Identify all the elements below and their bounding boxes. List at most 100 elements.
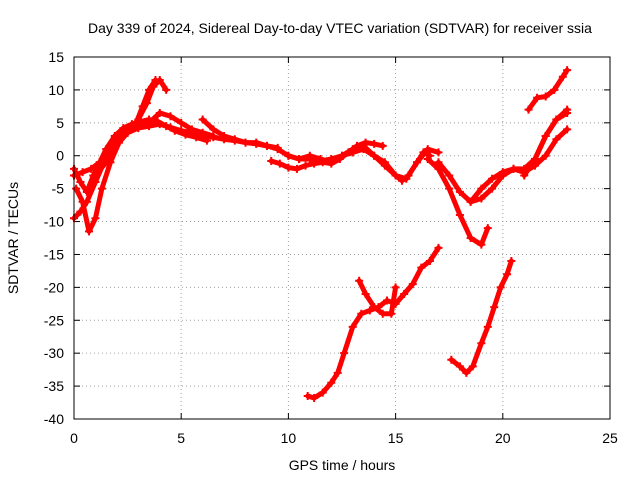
- data-point: [391, 299, 400, 308]
- data-point: [273, 145, 282, 154]
- data-point: [391, 283, 400, 292]
- data-point: [198, 128, 207, 137]
- data-point: [361, 289, 370, 298]
- data-point: [102, 145, 111, 154]
- data-point: [477, 194, 486, 203]
- data-point: [550, 85, 559, 94]
- data-point: [378, 309, 387, 318]
- data-point: [541, 92, 550, 101]
- data-point: [78, 197, 87, 206]
- data-point: [365, 306, 374, 315]
- data-point: [102, 158, 111, 167]
- data-point: [170, 126, 179, 135]
- data-point: [348, 322, 357, 331]
- data-point: [85, 227, 94, 236]
- data-point: [355, 276, 364, 285]
- data-point: [455, 187, 464, 196]
- data-point: [348, 148, 357, 157]
- data-point: [477, 339, 486, 348]
- data-point: [552, 115, 561, 124]
- data-point: [338, 151, 346, 160]
- series-line: [305, 245, 441, 401]
- series-2: [70, 76, 171, 223]
- y-tick-label: -5: [52, 181, 65, 197]
- data-point: [78, 168, 87, 177]
- data-point: [198, 115, 207, 124]
- data-point: [563, 125, 572, 134]
- data-point: [357, 309, 366, 318]
- data-point: [138, 102, 147, 111]
- data-point: [91, 214, 100, 223]
- data-point: [507, 257, 516, 266]
- data-point: [310, 393, 319, 402]
- data-point: [181, 130, 190, 139]
- data-point: [477, 240, 486, 249]
- data-point: [466, 234, 475, 242]
- data-point: [447, 355, 456, 364]
- data-point: [496, 283, 505, 292]
- data-point: [466, 197, 475, 206]
- data-point: [434, 158, 443, 167]
- series-line: [350, 146, 433, 184]
- series-9: [348, 145, 434, 185]
- data-point: [82, 187, 91, 196]
- chart-title: Day 339 of 2024, Sidereal Day-to-day VTE…: [88, 20, 592, 36]
- data-point: [162, 85, 171, 94]
- data-point: [267, 156, 276, 165]
- data-point: [252, 138, 261, 147]
- data-point: [398, 176, 407, 185]
- data-point: [177, 118, 186, 127]
- data-point: [387, 309, 396, 318]
- data-point: [423, 145, 432, 154]
- data-point: [292, 164, 301, 173]
- data-point: [417, 263, 426, 272]
- series-line: [73, 77, 158, 234]
- series-18: [447, 257, 516, 377]
- data-point: [477, 184, 486, 193]
- data-point: [419, 148, 428, 157]
- data-point: [509, 164, 518, 173]
- data-point: [166, 112, 175, 121]
- data-point: [380, 161, 389, 170]
- data-point: [374, 303, 383, 312]
- y-tick-label: -40: [44, 411, 64, 427]
- data-point: [295, 155, 304, 164]
- y-axis-label: SDTVAR / TECUs: [5, 182, 21, 294]
- data-point: [97, 184, 106, 193]
- data-point: [434, 243, 443, 252]
- data-point: [230, 135, 239, 144]
- data-point: [423, 155, 432, 164]
- x-tick-label: 20: [495, 430, 511, 446]
- data-point: [391, 171, 400, 180]
- data-point: [488, 174, 497, 183]
- data-point: [333, 368, 342, 377]
- data-series: [70, 66, 572, 402]
- data-point: [455, 362, 464, 371]
- y-tick-label: -10: [44, 214, 64, 230]
- data-point: [462, 368, 471, 377]
- data-point: [192, 133, 201, 142]
- data-point: [72, 184, 81, 193]
- data-point: [112, 138, 121, 147]
- data-point: [490, 303, 499, 312]
- data-point: [400, 289, 409, 298]
- data-point: [425, 257, 434, 266]
- data-point: [378, 141, 387, 150]
- data-point: [413, 158, 422, 167]
- y-tick-label: -15: [44, 246, 64, 262]
- y-tick-label: -30: [44, 345, 64, 361]
- data-point: [541, 131, 550, 140]
- data-point: [533, 93, 542, 102]
- data-point: [483, 322, 492, 331]
- data-point: [558, 72, 567, 81]
- data-point: [76, 178, 85, 187]
- data-point: [488, 184, 497, 193]
- data-point: [530, 155, 539, 164]
- data-point: [327, 378, 336, 387]
- y-tick-label: 10: [48, 82, 64, 98]
- x-tick-label: 0: [70, 430, 78, 446]
- data-point: [310, 159, 319, 168]
- data-point: [134, 122, 143, 131]
- data-point: [110, 131, 119, 140]
- data-point: [155, 108, 164, 117]
